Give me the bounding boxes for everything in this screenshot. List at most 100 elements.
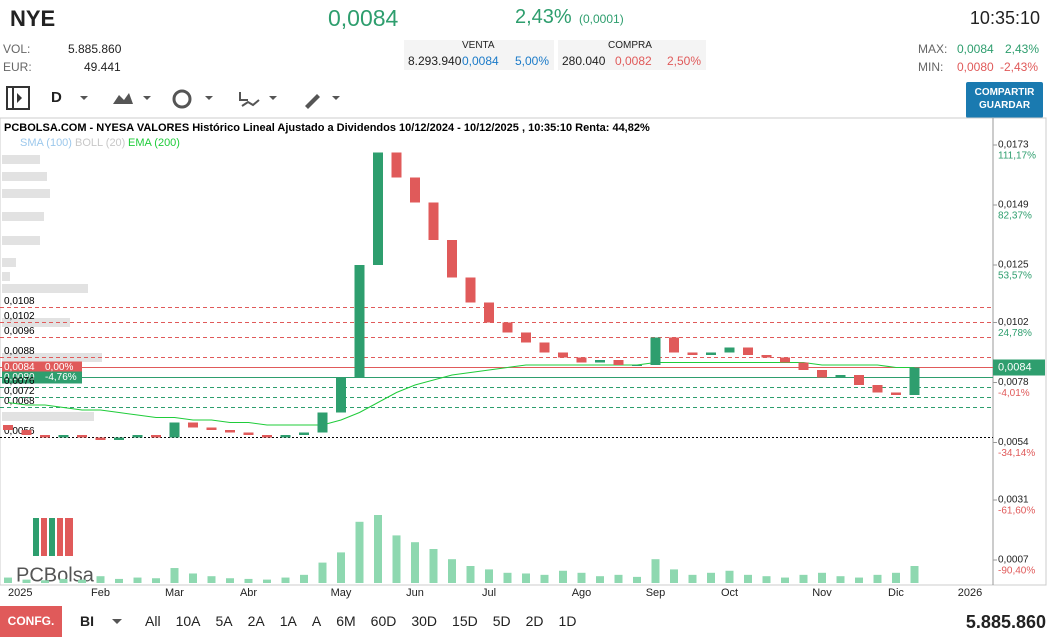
candle xyxy=(3,425,13,430)
y-tick-pct: 53,57% xyxy=(998,271,1032,282)
volume-bar xyxy=(22,579,31,583)
candle xyxy=(835,375,846,378)
volume-bar xyxy=(485,569,493,583)
candle xyxy=(743,347,753,355)
period-option[interactable]: 15D xyxy=(452,613,478,629)
candle xyxy=(521,332,531,343)
volume-bar xyxy=(78,579,86,583)
min-label: MIN: xyxy=(918,60,944,74)
candle xyxy=(114,437,124,440)
config-button[interactable]: CONFG. xyxy=(0,606,62,637)
chart-type-icon[interactable] xyxy=(113,93,133,104)
volume-bar xyxy=(244,578,253,583)
x-tick-label: Nov xyxy=(812,587,832,599)
volume-bar xyxy=(152,578,160,583)
volume-bar xyxy=(374,515,382,583)
candle xyxy=(539,342,550,353)
level-label: 0,0072 xyxy=(4,386,35,397)
change: 2,43% xyxy=(515,6,572,28)
style-caret xyxy=(112,619,122,624)
volume-bar xyxy=(707,572,715,583)
min-pct: -2,43% xyxy=(1000,60,1039,74)
legend-entry: EMA (200) xyxy=(128,137,180,149)
level-label: 0,0084 xyxy=(4,362,35,373)
period-option[interactable]: A xyxy=(311,613,322,629)
period-option[interactable]: 2A xyxy=(247,613,265,629)
candle xyxy=(206,427,217,430)
period-option[interactable]: 2D xyxy=(525,613,544,629)
draw-icon[interactable] xyxy=(305,94,320,109)
period-option[interactable]: All xyxy=(145,613,161,629)
volume-bar xyxy=(892,572,900,583)
panel-icon[interactable] xyxy=(6,86,30,110)
sell-box xyxy=(404,40,554,70)
volume-bar xyxy=(577,572,586,583)
level-label: 0,0102 xyxy=(4,311,35,322)
level-label: 0,0096 xyxy=(4,326,35,337)
period[interactable]: D xyxy=(51,89,62,106)
volume-bar xyxy=(651,559,660,583)
candle xyxy=(817,370,827,378)
share-button[interactable]: COMPARTIR GUARDAR xyxy=(966,82,1043,118)
max-label: MAX: xyxy=(918,42,948,56)
candle xyxy=(724,347,735,353)
chart-title: PCBOLSA.COM - NYESA VALORES Histórico Li… xyxy=(4,122,650,134)
style[interactable]: BI xyxy=(80,613,94,629)
sell-qty: 8.293.940 xyxy=(408,54,462,68)
candle xyxy=(336,377,346,413)
watermark: PCBolsa xyxy=(16,564,95,586)
volume-bar xyxy=(4,577,12,583)
level-label: 0,0108 xyxy=(4,296,35,307)
periods: All 10A 5A 2A 1A A 6M 60D 30D 15D 5D 2D 1D xyxy=(145,613,591,629)
y-tick-pct: 82,37% xyxy=(998,211,1032,222)
level-label: 0,0068 xyxy=(4,396,35,407)
y-tick-pct: -90,40% xyxy=(998,566,1035,577)
candle xyxy=(151,435,161,438)
period-option[interactable]: 5A xyxy=(215,613,233,629)
volume-bar xyxy=(799,574,808,583)
volume-bar xyxy=(300,574,308,583)
period-option[interactable]: 60D xyxy=(370,613,397,629)
period-option[interactable]: 1D xyxy=(558,613,577,629)
volume-bar xyxy=(281,577,290,583)
indicator-icon[interactable] xyxy=(239,92,260,107)
volume-bar xyxy=(522,573,530,583)
candle xyxy=(854,375,864,385)
volume-bar xyxy=(41,580,49,583)
y-tick-label: 0,0173 xyxy=(998,140,1029,151)
volume-bar xyxy=(670,569,678,583)
period-option[interactable]: 30D xyxy=(411,613,438,629)
period-option[interactable]: 5D xyxy=(492,613,511,629)
y-tick-label: 0,0031 xyxy=(998,495,1029,506)
x-tick-label: Jun xyxy=(406,587,424,599)
candle xyxy=(95,437,106,440)
volume-bar xyxy=(448,559,456,583)
change-abs: (0,0001) xyxy=(579,12,624,26)
period-option[interactable]: 1A xyxy=(279,613,297,629)
settings-icon[interactable] xyxy=(172,89,192,109)
x-tick-label: Jul xyxy=(482,587,496,599)
level-pct: 0,00% xyxy=(45,362,73,373)
candle xyxy=(650,337,661,365)
ema-line xyxy=(7,362,915,426)
venta: VENTA xyxy=(462,40,495,51)
candle xyxy=(58,435,69,438)
buy-price: 0,0082 xyxy=(615,54,652,68)
volume-bar xyxy=(263,579,271,583)
volume-bar xyxy=(96,576,105,583)
period-option[interactable]: 10A xyxy=(175,613,201,629)
period-option[interactable]: 6M xyxy=(336,613,356,629)
candle xyxy=(391,152,402,178)
volume-bar xyxy=(781,577,789,583)
volume-bar xyxy=(744,574,752,583)
x-tick-label: 2026 xyxy=(958,587,982,599)
min: 0,0080 xyxy=(957,60,994,74)
volume-bar xyxy=(725,570,734,583)
volume-bar xyxy=(226,578,234,583)
chart-frame xyxy=(0,117,1047,586)
candle xyxy=(558,352,568,358)
time: 10:35:10 xyxy=(969,8,1040,28)
level-label: 0,0076 xyxy=(4,376,35,387)
volume-bar xyxy=(762,576,771,583)
eur-label: EUR: xyxy=(3,60,32,74)
